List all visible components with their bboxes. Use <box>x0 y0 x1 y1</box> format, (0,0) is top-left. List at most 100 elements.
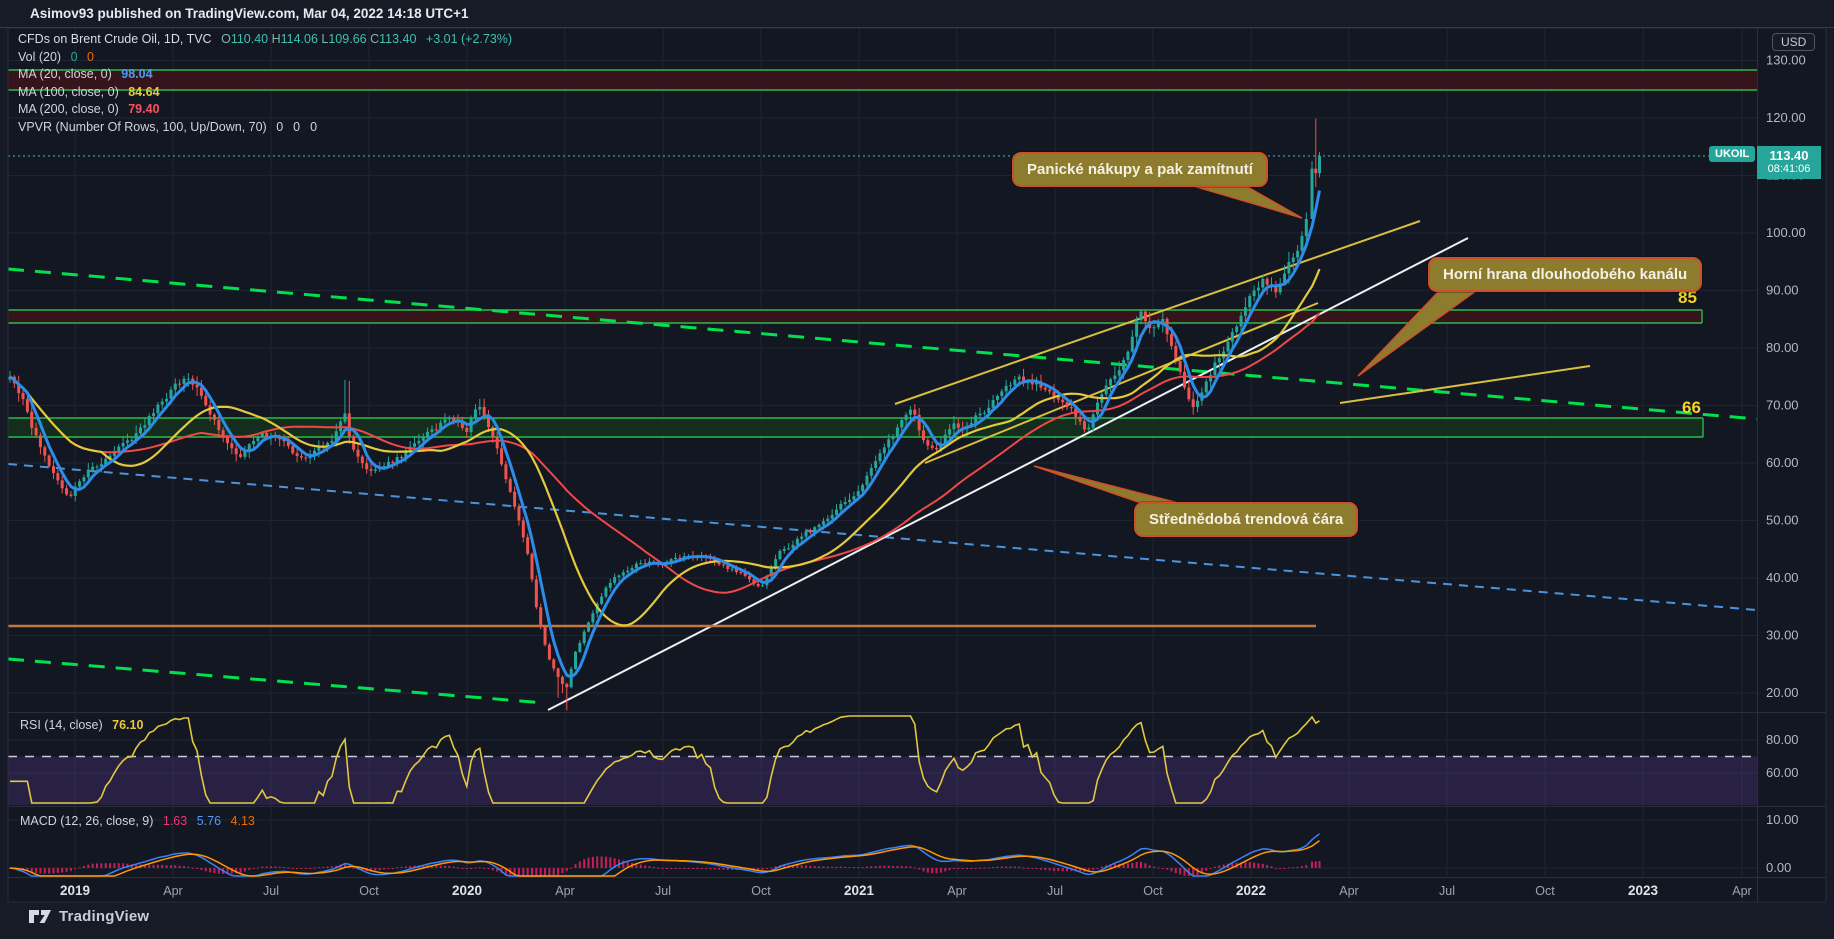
candle-body <box>500 448 504 465</box>
candle-body <box>1283 273 1287 284</box>
candle-body <box>1043 387 1047 390</box>
macd-label[interactable]: MACD (12, 26, close, 9) <box>20 814 154 828</box>
vpvr-label[interactable]: VPVR (Number Of Rows, 100, Up/Down, 70) <box>18 119 267 134</box>
balloon-midterm-line[interactable]: Střednědobá trendová čára <box>1134 502 1359 537</box>
candle-body <box>517 506 521 521</box>
macd-hist-bar <box>939 868 942 873</box>
ma200-value: 79.40 <box>128 102 160 116</box>
macd-hist-bar <box>317 867 320 869</box>
long-channel-upper-green-dashed[interactable] <box>7 267 1758 421</box>
balloon-upper-channel[interactable]: Horní hrana dlouhodobého kanálu <box>1428 257 1703 292</box>
last-price-axis-box[interactable]: 113.40 08:41:06 <box>1757 146 1821 179</box>
vpvr-value: 0 <box>276 119 284 134</box>
macd-hist-bar <box>39 868 42 874</box>
time-tick-label: Oct <box>751 884 771 898</box>
ma20-legend-row[interactable]: MA (20, close, 0) 98.04 <box>18 66 512 84</box>
macd-legend-row[interactable]: MACD (12, 26, close, 9) 1.63 5.76 4.13 <box>20 814 255 828</box>
macd-hist-bar <box>161 864 164 868</box>
footer-brand[interactable]: TradingView <box>59 908 150 925</box>
tradingview-logo-icon[interactable] <box>28 908 52 925</box>
macd-hist-bar <box>1092 868 1095 870</box>
price-level-label[interactable]: 66 <box>1682 398 1701 417</box>
rsi-label[interactable]: RSI (14, close) <box>20 718 103 732</box>
price-level-label[interactable]: 85 <box>1678 288 1697 307</box>
vpvr-legend-row[interactable]: VPVR (Number Of Rows, 100, Up/Down, 70) … <box>18 119 512 137</box>
ma100-label[interactable]: MA (100, close, 0) <box>18 84 119 99</box>
candle-body <box>1183 371 1186 388</box>
candle-body <box>221 430 225 437</box>
candle-body <box>1082 421 1086 430</box>
midterm-white-trendline[interactable] <box>547 237 1469 711</box>
candle-body <box>1178 361 1182 372</box>
candle-body <box>1013 379 1017 386</box>
candle-body <box>600 596 604 604</box>
blue-dashed-trendline[interactable] <box>7 463 1758 611</box>
macd-hist-bar <box>1179 868 1182 875</box>
supply-zone-upper[interactable] <box>8 70 1757 90</box>
candle-body <box>882 447 886 454</box>
balloon-panic-buys[interactable]: Panické nákupy a pak zamítnutí <box>1012 152 1268 187</box>
macd-hist-bar <box>74 868 77 870</box>
candle-body <box>874 461 878 468</box>
candle-body <box>152 413 156 417</box>
candle-body <box>530 553 534 580</box>
candle-body <box>1314 168 1318 174</box>
macd-hist-bar <box>174 865 177 868</box>
macd-hist-bar <box>1096 867 1099 869</box>
candle-body <box>260 432 264 437</box>
volume-legend-row[interactable]: Vol (20) 0 0 <box>18 49 512 67</box>
macd-hist-bar <box>848 867 851 869</box>
yellow-right-segment[interactable] <box>1339 365 1591 404</box>
macd-hist-bar <box>43 868 46 874</box>
long-channel-lower-green-dashed[interactable] <box>7 657 546 705</box>
currency-badge[interactable]: USD <box>1772 33 1816 51</box>
candle-body <box>186 378 190 380</box>
yellow-channel-lower[interactable] <box>924 302 1319 464</box>
macd-hist-bar <box>661 868 664 869</box>
ma20-label[interactable]: MA (20, close, 0) <box>18 67 112 81</box>
symbol-price-flag[interactable]: UKOIL <box>1709 146 1756 162</box>
symbol-legend-row[interactable]: CFDs on Brent Crude Oil, 1D, TVC O110.40… <box>18 31 512 49</box>
candle-body <box>621 572 625 576</box>
macd-hist-bar <box>591 856 594 868</box>
macd-hist-bar <box>122 863 125 868</box>
candle-body <box>817 524 821 528</box>
volume-value-2: 0 <box>87 49 94 64</box>
ma200-legend-row[interactable]: MA (200, close, 0) 79.40 <box>18 101 512 119</box>
macd-hist-bar <box>1305 865 1308 868</box>
macd-hist-bar <box>861 867 864 869</box>
volume-label[interactable]: Vol (20) <box>18 49 62 64</box>
candle-body <box>1261 278 1265 288</box>
volume-value-1: 0 <box>70 49 78 64</box>
candle-body <box>821 521 825 525</box>
macd-hist-bar <box>905 866 908 868</box>
candle-body <box>291 445 295 454</box>
yellow-channel-upper[interactable] <box>894 220 1421 405</box>
rsi-tick-label: 80.00 <box>1766 732 1799 747</box>
macd-hist-bar <box>183 866 185 868</box>
candle-body <box>721 564 725 566</box>
rsi-legend-row[interactable]: RSI (14, close) 76.10 <box>20 718 143 732</box>
macd-hist-bar <box>957 868 960 869</box>
macd-hist-bar <box>578 861 581 868</box>
symbol-title[interactable]: CFDs on Brent Crude Oil, 1D, TVC <box>18 32 212 46</box>
candle-body <box>125 440 129 443</box>
macd-hist-bar <box>261 866 264 868</box>
macd-hist-bar <box>504 868 507 875</box>
candle-body <box>443 419 447 423</box>
candle-body <box>1300 236 1304 251</box>
time-tick-label: Apr <box>163 884 182 898</box>
price-tick-label: 120.00 <box>1766 110 1806 125</box>
time-tick-label: 2022 <box>1236 883 1266 898</box>
macd-hist-bar <box>992 866 995 868</box>
ma200-label[interactable]: MA (200, close, 0) <box>18 102 119 116</box>
macd-hist-bar <box>831 866 834 868</box>
ma100-legend-row[interactable]: MA (100, close, 0) 84.64 <box>18 84 512 102</box>
macd-hist-bar <box>822 866 825 868</box>
candle-body <box>252 441 256 445</box>
candle-body <box>165 398 169 402</box>
macd-hist-bar <box>96 863 98 868</box>
candle-body <box>1122 359 1126 371</box>
rsi-value: 76.10 <box>112 718 144 732</box>
